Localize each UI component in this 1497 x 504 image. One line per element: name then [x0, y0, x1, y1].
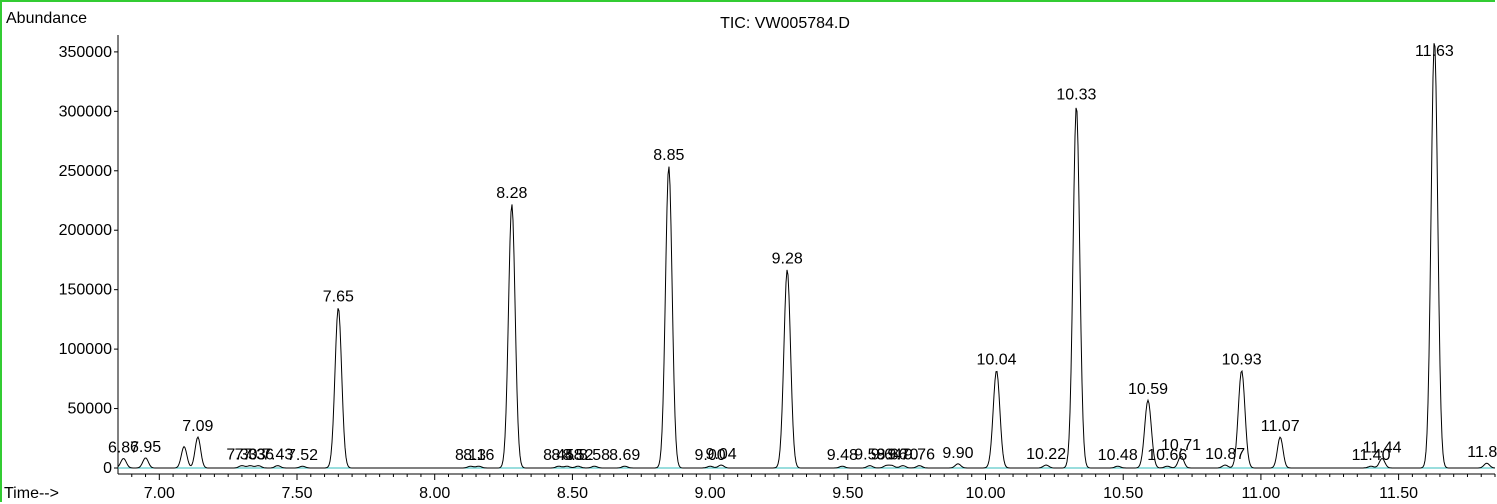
x-tick-label-9: 11.50	[1379, 485, 1418, 502]
peak-label-1: 6.95	[130, 439, 161, 456]
peak-label-36: 10.87	[1205, 446, 1245, 463]
peak-label-21: 9.28	[772, 250, 803, 267]
peak-label-37: 10.93	[1222, 352, 1262, 369]
x-tick-label-4: 9.00	[695, 485, 726, 502]
y-tick-label-7: 350000	[59, 44, 112, 61]
y-tick-label-5: 250000	[59, 163, 112, 180]
chart-title: TIC: VW005784.D	[720, 15, 850, 32]
peak-label-11: 8.16	[463, 447, 494, 464]
trace-group	[118, 43, 1495, 468]
peak-label-41: 11.63	[1415, 43, 1454, 60]
peak-label-12: 8.28	[496, 185, 527, 202]
peak-label-32: 10.48	[1098, 447, 1138, 464]
y-tick-label-4: 200000	[59, 222, 112, 239]
x-tick-label-0: 7.00	[144, 485, 175, 502]
peak-label-17: 8.69	[609, 447, 640, 464]
peak-label-35: 10.71	[1161, 437, 1201, 454]
peak-label-27: 9.76	[904, 447, 935, 464]
peak-labels: 6.876.957.097.307.337.367.437.527.658.13…	[108, 43, 1497, 464]
x-tick-label-2: 8.00	[419, 485, 450, 502]
peak-label-33: 10.59	[1128, 381, 1168, 398]
y-tick-label-6: 300000	[59, 103, 112, 120]
peak-label-31: 10.33	[1056, 86, 1096, 103]
x-tick-label-1: 7.50	[281, 485, 312, 502]
y-tick-label-3: 150000	[59, 282, 112, 299]
y-axis-label: Abundance	[6, 10, 87, 27]
x-tick-label-3: 8.50	[557, 485, 588, 502]
x-tick-label-8: 11.00	[1241, 485, 1280, 502]
y-tick-label-2: 100000	[59, 341, 112, 358]
peak-label-8: 7.52	[287, 447, 318, 464]
x-tick-label-7: 10.50	[1103, 485, 1143, 502]
peak-label-42: 11.82	[1467, 444, 1497, 461]
peak-label-9: 7.65	[323, 289, 354, 306]
x-tick-label-6: 10.00	[965, 485, 1005, 502]
y-tick-label-1: 50000	[68, 401, 113, 418]
peak-label-38: 11.07	[1261, 418, 1300, 435]
peak-label-20: 9.04	[706, 446, 737, 463]
peak-label-28: 9.90	[942, 445, 973, 462]
peak-label-30: 10.22	[1026, 446, 1066, 463]
y-tick-label-0: 0	[103, 460, 112, 477]
peak-label-3: 7.09	[182, 418, 213, 435]
x-axis-label: Time-->	[4, 485, 59, 502]
peak-label-40: 11.44	[1363, 439, 1402, 456]
peak-label-18: 8.85	[653, 147, 684, 164]
tic-trace	[118, 43, 1495, 468]
x-tick-label-5: 9.50	[832, 485, 863, 502]
peak-label-16: 8.58	[579, 447, 610, 464]
peak-label-29: 10.04	[977, 352, 1017, 369]
